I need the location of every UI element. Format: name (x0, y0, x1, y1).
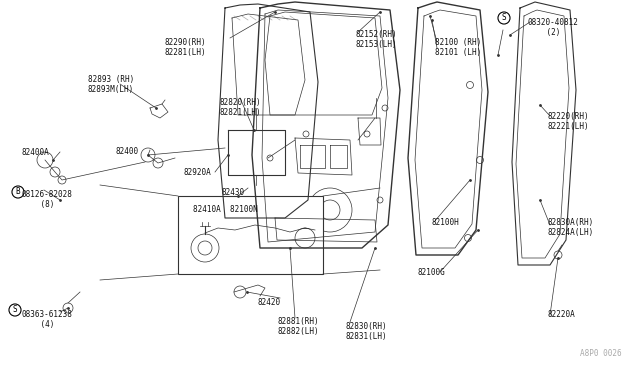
Text: 82220A: 82220A (548, 310, 576, 319)
Text: 08320-40812
    (2): 08320-40812 (2) (528, 18, 579, 38)
Text: A8P0 0026: A8P0 0026 (580, 349, 622, 358)
Text: 82881(RH)
82882(LH): 82881(RH) 82882(LH) (278, 317, 319, 336)
Text: S: S (502, 13, 506, 22)
Text: 82820(RH)
82821(LH): 82820(RH) 82821(LH) (220, 98, 262, 118)
Text: 08363-61238
    (4): 08363-61238 (4) (22, 310, 73, 329)
Text: 82400: 82400 (115, 147, 138, 156)
Text: S: S (13, 305, 17, 314)
Text: 82920A: 82920A (183, 168, 211, 177)
Text: 82420: 82420 (258, 298, 281, 307)
Text: 82290(RH)
82281(LH): 82290(RH) 82281(LH) (164, 38, 206, 57)
Text: 82100H: 82100H (432, 218, 460, 227)
Text: 82893 (RH)
82893M(LH): 82893 (RH) 82893M(LH) (88, 75, 134, 94)
Text: 82400A: 82400A (22, 148, 50, 157)
Text: 82220(RH)
82221(LH): 82220(RH) 82221(LH) (548, 112, 589, 131)
Text: 82430: 82430 (222, 188, 245, 197)
Bar (178, 196, 323, 274)
Text: 82100 (RH)
82101 (LH): 82100 (RH) 82101 (LH) (435, 38, 481, 57)
Text: B: B (16, 187, 20, 196)
Text: 82830A(RH)
82824A(LH): 82830A(RH) 82824A(LH) (548, 218, 595, 237)
Text: 82410A  82100N: 82410A 82100N (193, 205, 258, 214)
Text: 08126-82028
    (8): 08126-82028 (8) (22, 190, 73, 209)
Text: 82152(RH)
82153(LH): 82152(RH) 82153(LH) (355, 30, 397, 49)
Text: 82100G: 82100G (418, 268, 445, 277)
Text: 82830(RH)
82831(LH): 82830(RH) 82831(LH) (345, 322, 387, 341)
